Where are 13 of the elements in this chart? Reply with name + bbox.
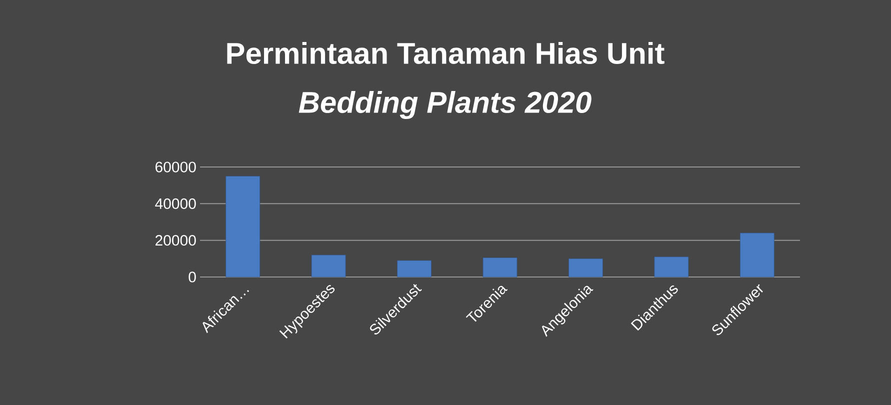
- bar: [568, 258, 603, 278]
- chart-subtitle: Bedding Plants 2020: [298, 91, 592, 119]
- y-tick-label: 60000: [156, 162, 196, 172]
- bar: [482, 258, 518, 278]
- bar: [654, 256, 689, 278]
- y-tick-label: 0: [188, 272, 196, 282]
- bar: [226, 176, 260, 278]
- y-tick-label: 20000: [156, 235, 196, 246]
- bar: [311, 254, 346, 278]
- bar: [740, 232, 774, 278]
- y-tick-label: 40000: [155, 198, 196, 209]
- chart-title: Permintaan Tanaman Hias Unit: [227, 42, 664, 64]
- bar: [397, 260, 432, 278]
